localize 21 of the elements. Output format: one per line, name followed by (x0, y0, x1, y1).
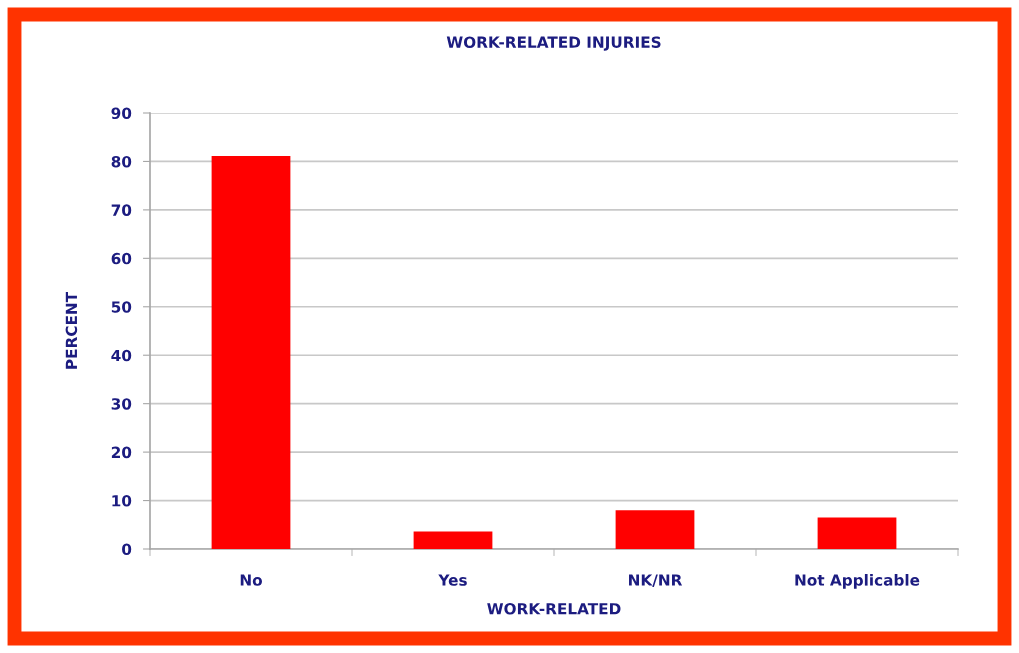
y-tick-label: 90 (111, 107, 132, 120)
y-tick-label: 80 (111, 155, 132, 168)
y-tick-label: 30 (111, 398, 132, 410)
bar (413, 531, 493, 549)
y-axis-title: PERCENT (65, 291, 78, 369)
bar (817, 517, 897, 549)
y-tick-label: 20 (111, 446, 132, 459)
bar (615, 510, 695, 549)
x-tick-label: Yes (438, 574, 467, 586)
y-tick-label: 50 (111, 301, 132, 313)
x-tick-label: Not Applicable (795, 574, 920, 589)
y-tick-label: 70 (111, 204, 132, 216)
x-axis-title: WORK-RELATED (487, 602, 621, 615)
y-tick-label: 10 (112, 495, 132, 507)
chart-title: WORK-RELATED INJURIES (446, 36, 661, 51)
y-tick-label: 40 (111, 349, 132, 362)
x-tick-label: NK/NR (629, 574, 683, 588)
y-tick-label: 60 (111, 252, 132, 265)
x-tick-label: No (240, 574, 262, 586)
bar (211, 156, 291, 549)
y-tick-label: 0 (122, 543, 132, 556)
